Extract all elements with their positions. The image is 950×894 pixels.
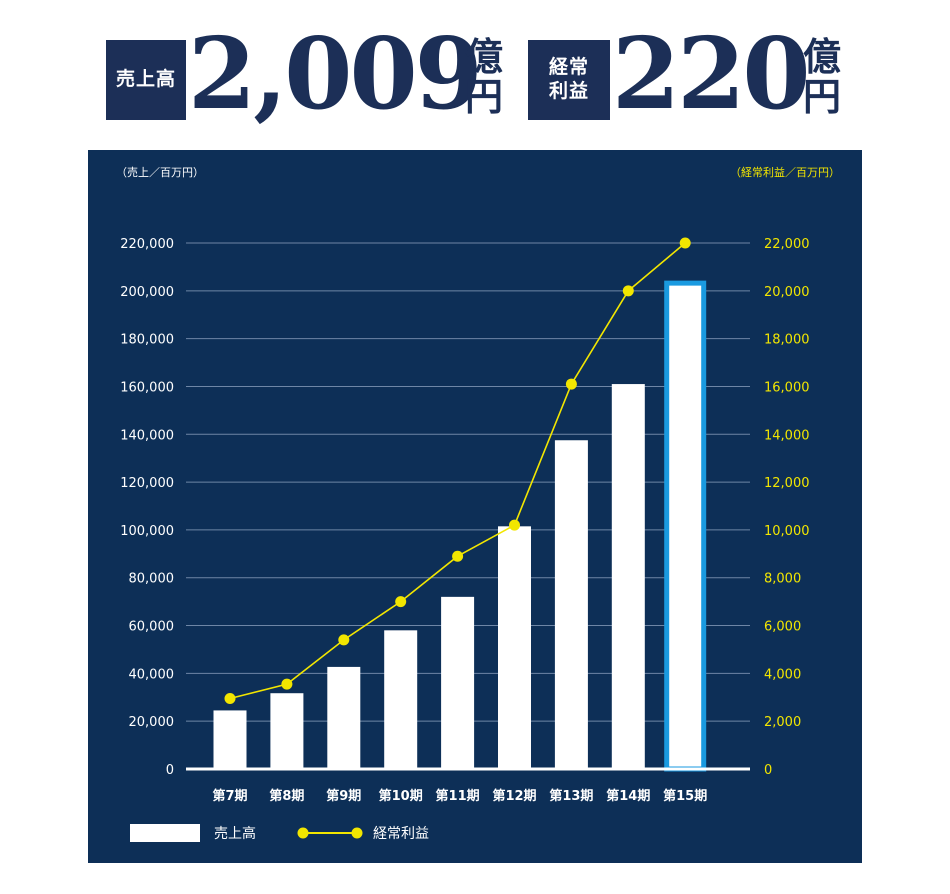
left-tick-label: 180,000 — [120, 333, 174, 348]
x-category-label: 第10期 — [379, 788, 423, 804]
bar — [498, 526, 531, 769]
left-tick-label: 40,000 — [129, 667, 175, 682]
x-category-label: 第11期 — [436, 788, 480, 804]
x-category-label: 第8期 — [269, 788, 304, 804]
sales-kpi-label: 売上高 — [106, 40, 186, 120]
right-tick-label: 14,000 — [764, 428, 810, 443]
left-tick-label: 0 — [166, 763, 174, 778]
sales-kpi-value: 2,009 — [188, 17, 483, 132]
profit-kpi-label-line-1: 経常 — [548, 56, 589, 79]
legend-marker-start — [297, 827, 309, 839]
right-tick-label: 2,000 — [764, 715, 801, 730]
right-tick-label: 10,000 — [764, 524, 810, 539]
right-tick-label: 6,000 — [764, 620, 801, 635]
sales-kpi-label-line: 売上高 — [115, 68, 176, 91]
left-tick-label: 80,000 — [129, 572, 175, 587]
profit-kpi-unit-en: 円 — [802, 74, 841, 119]
left-tick-label: 120,000 — [120, 476, 174, 491]
sales-kpi-unit-oku: 億 — [464, 34, 503, 79]
left-tick-label: 160,000 — [120, 380, 174, 395]
profit-point — [565, 378, 577, 390]
left-tick-label: 20,000 — [129, 715, 175, 730]
right-tick-label: 8,000 — [764, 572, 801, 587]
x-category-label: 第15期 — [663, 788, 707, 804]
right-tick-label: 20,000 — [764, 285, 810, 300]
right-tick-label: 18,000 — [764, 333, 810, 348]
profit-point — [679, 237, 691, 249]
bar — [611, 384, 645, 769]
right-tick-label: 16,000 — [764, 380, 810, 395]
bar — [384, 630, 418, 769]
legend-label-sales: 売上高 — [214, 825, 256, 842]
axis-labels: 0 0 20,000 2,000 40,000 4,000 60,000 6,000 80,00… — [120, 237, 809, 804]
sales-kpi-unit-en: 円 — [464, 74, 503, 119]
line-series — [224, 237, 691, 704]
profit-kpi-label-line-2: 利益 — [548, 80, 589, 102]
bar — [327, 666, 361, 769]
chart-canvas: （売上／百万円） （経常利益／百万円） 0 0 20,000 2,000 40,000 4… — [116, 165, 840, 842]
profit-kpi-value: 220 — [612, 17, 811, 132]
legend: 売上高 経常利益 — [130, 824, 429, 842]
profit-kpi-unit-oku: 億 — [802, 34, 841, 79]
left-tick-label: 220,000 — [120, 237, 174, 252]
bar-highlight — [664, 280, 707, 772]
left-tick-label: 100,000 — [120, 524, 174, 539]
profit-kpi-label: 経常 利益 — [528, 40, 610, 120]
profit-point — [395, 596, 407, 608]
right-tick-label: 4,000 — [764, 667, 801, 682]
left-tick-label: 140,000 — [120, 428, 174, 443]
x-category-label: 第14期 — [606, 788, 650, 804]
profit-point — [452, 550, 464, 562]
legend-bar-swatch — [130, 824, 200, 842]
chart-panel: （売上／百万円） （経常利益／百万円） 0 0 20,000 2,000 40,000 4… — [88, 150, 862, 863]
bar — [554, 440, 588, 769]
x-category-label: 第12期 — [492, 788, 536, 804]
profit-point — [622, 285, 634, 297]
bar-series — [213, 280, 707, 772]
right-tick-label: 12,000 — [764, 476, 810, 491]
gridlines — [186, 242, 750, 722]
x-category-label: 第13期 — [549, 788, 593, 804]
legend-label-profit: 経常利益 — [373, 826, 429, 842]
right-tick-label: 22,000 — [764, 237, 810, 252]
x-category-label: 第7期 — [212, 788, 247, 804]
bar — [270, 693, 304, 769]
left-axis-unit-note: （売上／百万円） — [116, 166, 204, 179]
legend-marker-end — [351, 827, 363, 839]
x-category-label: 第9期 — [326, 788, 361, 804]
left-tick-label: 60,000 — [129, 620, 175, 635]
right-tick-label: 0 — [764, 763, 772, 778]
bar — [441, 596, 475, 769]
left-tick-label: 200,000 — [120, 285, 174, 300]
profit-point — [281, 678, 293, 690]
profit-point — [509, 519, 520, 531]
right-axis-unit-note: （経常利益／百万円） — [730, 165, 840, 179]
profit-point — [338, 634, 350, 646]
bar — [213, 710, 247, 769]
profit-point — [224, 692, 236, 704]
